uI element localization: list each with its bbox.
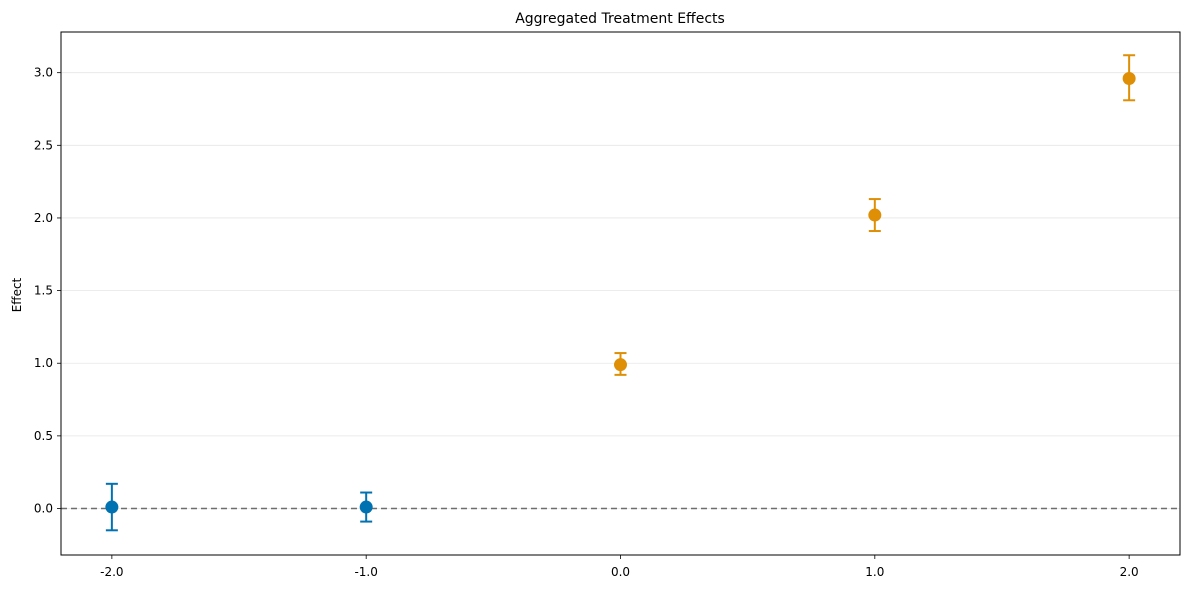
y-tick-label: 2.0 xyxy=(34,211,53,225)
x-tick-label: 1.0 xyxy=(865,565,884,579)
y-tick-label: 0.0 xyxy=(34,502,53,516)
y-axis-title: Effect xyxy=(10,277,24,312)
y-tick-label: 3.0 xyxy=(34,66,53,80)
grid xyxy=(61,72,1180,509)
y-tick-label: 1.5 xyxy=(34,284,53,298)
x-tick-label: -1.0 xyxy=(354,565,377,579)
x-tick-label: -2.0 xyxy=(100,565,123,579)
data-point xyxy=(105,500,119,514)
data-point xyxy=(359,500,373,514)
data-points xyxy=(105,54,1136,532)
y-tick-label: 1.0 xyxy=(34,356,53,370)
data-point xyxy=(868,208,882,222)
x-tick-label: 2.0 xyxy=(1120,565,1139,579)
data-point xyxy=(614,358,627,372)
x-tick-label: 0.0 xyxy=(611,565,630,579)
y-tick-label: 2.5 xyxy=(34,138,53,152)
chart-title: Aggregated Treatment Effects xyxy=(515,11,725,27)
y-tick-label: 0.5 xyxy=(34,429,53,443)
data-point xyxy=(1122,71,1136,85)
plot-frame xyxy=(60,31,1181,556)
axes: 0.0 0.5 1.0 1.5 2.0 2.5 3.0 -2.0 -1.0 0.0 1.0 2.0 xyxy=(34,66,1139,579)
